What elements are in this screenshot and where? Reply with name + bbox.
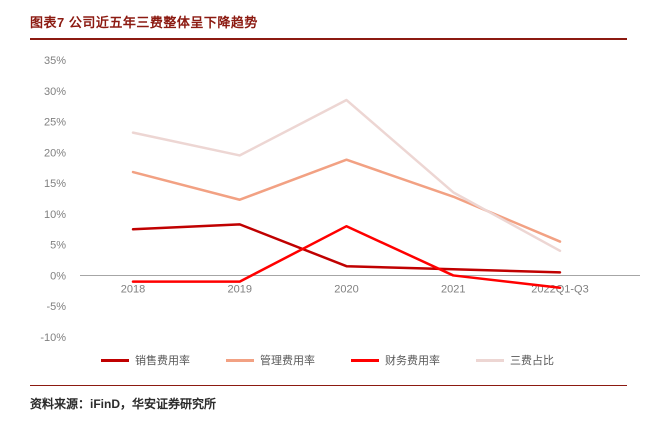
figure-header: 图表7 公司近五年三费整体呈下降趋势 bbox=[30, 12, 627, 40]
legend-label-3: 三费占比 bbox=[510, 355, 554, 367]
source-label: 资料来源： bbox=[30, 397, 91, 411]
legend-swatch-2 bbox=[351, 358, 379, 362]
legend-item-1: 管理费用率 bbox=[226, 352, 315, 368]
y-tick-label: 10% bbox=[44, 209, 66, 221]
y-tick-label: 35% bbox=[44, 55, 66, 67]
series-line-1 bbox=[131, 158, 562, 243]
series-line-3 bbox=[131, 98, 562, 253]
legend-label-1: 管理费用率 bbox=[260, 355, 315, 367]
legend-item-0: 销售费用率 bbox=[101, 352, 190, 368]
x-tick-label: 2019 bbox=[228, 283, 252, 295]
legend-swatch-1 bbox=[226, 358, 254, 362]
legend-label-0: 销售费用率 bbox=[135, 355, 190, 367]
chart-svg: 35% 30% 25% 20% 15% 10% 5% 0% -5% -10% 2018 2019 202… bbox=[40, 55, 640, 344]
source-footer: 资料来源：iFinD，华安证券研究所 bbox=[30, 385, 627, 412]
series-line-0 bbox=[131, 223, 562, 274]
legend-item-3: 三费占比 bbox=[476, 352, 554, 368]
y-tick-label: 5% bbox=[50, 240, 66, 252]
legend-swatch-3 bbox=[476, 358, 504, 362]
report-figure-page: 图表7 公司近五年三费整体呈下降趋势 35% 30% 25% 20% 15% 10% 5% 0… bbox=[0, 12, 655, 438]
y-tick-label: 0% bbox=[50, 270, 66, 282]
legend-label-2: 财务费用率 bbox=[385, 355, 440, 367]
legend-item-2: 财务费用率 bbox=[351, 352, 440, 368]
figure-title: 图表7 公司近五年三费整体呈下降趋势 bbox=[30, 15, 258, 30]
source-text: iFinD，华安证券研究所 bbox=[90, 397, 217, 411]
chart-legend: 销售费用率 管理费用率 财务费用率 三费占比 bbox=[0, 353, 655, 367]
chart-area: 35% 30% 25% 20% 15% 10% 5% 0% -5% -10% 2018 2019 202… bbox=[0, 44, 655, 367]
y-tick-label: 15% bbox=[44, 178, 66, 190]
legend-swatch-0 bbox=[101, 358, 129, 362]
x-tick-label: 2018 bbox=[121, 283, 145, 295]
y-tick-label: 30% bbox=[44, 86, 66, 98]
x-tick-label: 2020 bbox=[334, 283, 358, 295]
x-tick-label: 2021 bbox=[441, 283, 465, 295]
series-line-2 bbox=[131, 224, 562, 290]
y-tick-label: -5% bbox=[46, 301, 66, 313]
y-tick-label: 25% bbox=[44, 117, 66, 129]
y-tick-label: 20% bbox=[44, 147, 66, 159]
y-tick-label: -10% bbox=[40, 332, 66, 344]
